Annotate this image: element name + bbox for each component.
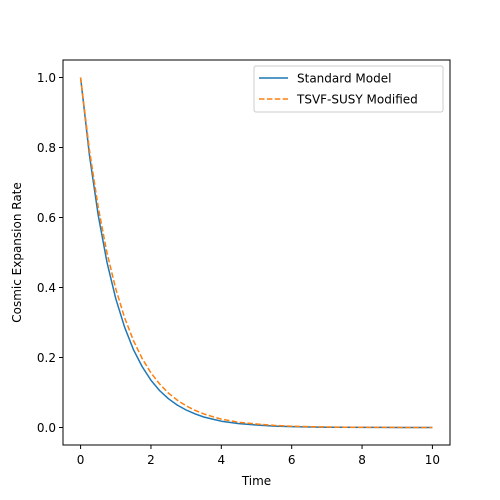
x-tick-label: 0 bbox=[77, 453, 85, 467]
x-tick-label: 6 bbox=[288, 453, 296, 467]
legend-label-tsvf-susy-modified: TSVF-SUSY Modified bbox=[296, 93, 418, 107]
plot-lines bbox=[79, 77, 433, 429]
legend: Standard Model TSVF-SUSY Modified bbox=[253, 65, 444, 113]
y-tick-label: 0.2 bbox=[37, 351, 56, 365]
y-tick-label: 0.0 bbox=[37, 421, 56, 435]
y-tick-label: 1.0 bbox=[37, 71, 56, 85]
x-tick-label: 4 bbox=[217, 453, 225, 467]
y-axis-ticks: 0.0 0.2 0.4 0.6 0.8 1.0 bbox=[37, 71, 63, 435]
x-tick-label: 8 bbox=[358, 453, 366, 467]
y-axis-label: Cosmic Expansion Rate bbox=[10, 182, 24, 323]
x-axis-label: Time bbox=[241, 474, 271, 488]
y-tick-label: 0.8 bbox=[37, 141, 56, 155]
x-tick-label: 2 bbox=[147, 453, 155, 467]
y-tick-label: 0.4 bbox=[37, 281, 56, 295]
legend-box bbox=[253, 65, 444, 113]
series-line-tsvf-susy-modified bbox=[79, 77, 433, 429]
legend-label-standard-model: Standard Model bbox=[297, 72, 391, 86]
x-tick-label: 10 bbox=[425, 453, 440, 467]
x-axis-ticks: 0 2 4 6 8 10 bbox=[77, 445, 440, 467]
y-tick-label: 0.6 bbox=[37, 211, 56, 225]
axes-frame bbox=[62, 59, 451, 446]
